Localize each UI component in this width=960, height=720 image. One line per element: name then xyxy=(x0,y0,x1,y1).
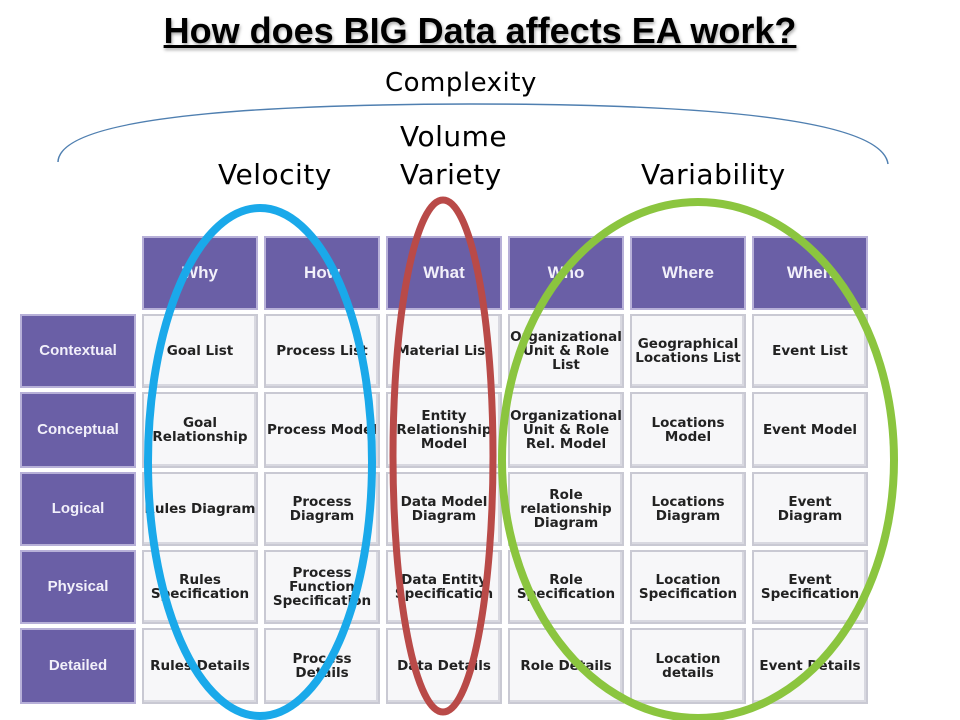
row-header: Detailed xyxy=(20,628,136,704)
table-cell: Data Model Diagram xyxy=(386,472,502,546)
table-cell: Process Model xyxy=(264,392,380,468)
table-cell: Rules Details xyxy=(142,628,258,704)
table-cell: Event List xyxy=(752,314,868,388)
table-cell: Event Diagram xyxy=(752,472,868,546)
column-header: How xyxy=(264,236,380,310)
row-header: Physical xyxy=(20,550,136,624)
velocity-label: Velocity xyxy=(218,158,332,191)
table-cell: Locations Diagram xyxy=(630,472,746,546)
table-cell: Event Specification xyxy=(752,550,868,624)
table-cell: Organizational Unit & Role List xyxy=(508,314,624,388)
table-cell: Process Details xyxy=(264,628,380,704)
table-cell: Event Details xyxy=(752,628,868,704)
table-cell: Process List xyxy=(264,314,380,388)
zachman-framework-table: Why How What Who Where When Contextual Goal Lis… xyxy=(20,236,868,706)
table-cell: Location Specification xyxy=(630,550,746,624)
table-cell: Entity Relationship Model xyxy=(386,392,502,468)
column-header: Where xyxy=(630,236,746,310)
table-cell: Role Details xyxy=(508,628,624,704)
table-cell: Material List xyxy=(386,314,502,388)
row-header: Logical xyxy=(20,472,136,546)
table-cell: Role relationship Diagram xyxy=(508,472,624,546)
table-cell: Event Model xyxy=(752,392,868,468)
table-corner xyxy=(20,236,136,310)
row-header: Conceptual xyxy=(20,392,136,468)
table-cell: Goal Relationship xyxy=(142,392,258,468)
table-cell: Process Diagram xyxy=(264,472,380,546)
table-cell: Process Function Specification xyxy=(264,550,380,624)
column-header: Why xyxy=(142,236,258,310)
table-cell: Rules Specification xyxy=(142,550,258,624)
table-cell: Locations Model xyxy=(630,392,746,468)
column-header: Who xyxy=(508,236,624,310)
table-cell: Data Details xyxy=(386,628,502,704)
row-header: Contextual xyxy=(20,314,136,388)
table-cell: Role Specification xyxy=(508,550,624,624)
table-cell: Rules Diagram xyxy=(142,472,258,546)
volume-label: Volume xyxy=(400,120,508,153)
table-cell: Data Entity Specification xyxy=(386,550,502,624)
variability-label: Variability xyxy=(641,158,786,191)
complexity-label: Complexity xyxy=(385,68,537,98)
column-header: When xyxy=(752,236,868,310)
table-cell: Organizational Unit & Role Rel. Model xyxy=(508,392,624,468)
table-cell: Geographical Locations List xyxy=(630,314,746,388)
table-cell: Goal List xyxy=(142,314,258,388)
table-cell: Location details xyxy=(630,628,746,704)
column-header: What xyxy=(386,236,502,310)
variety-label: Variety xyxy=(400,158,502,191)
slide-title: How does BIG Data affects EA work? xyxy=(163,10,797,51)
